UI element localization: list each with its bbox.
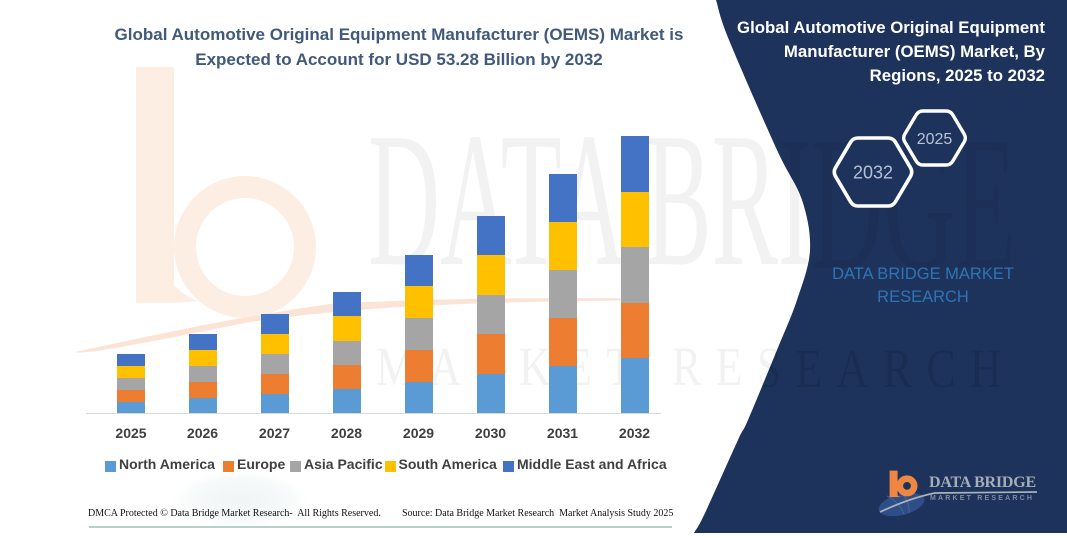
svg-text:2025: 2025: [917, 131, 953, 148]
svg-text:MARKET RESEARCH: MARKET RESEARCH: [680, 338, 1016, 399]
svg-text:2032: 2032: [853, 163, 893, 183]
